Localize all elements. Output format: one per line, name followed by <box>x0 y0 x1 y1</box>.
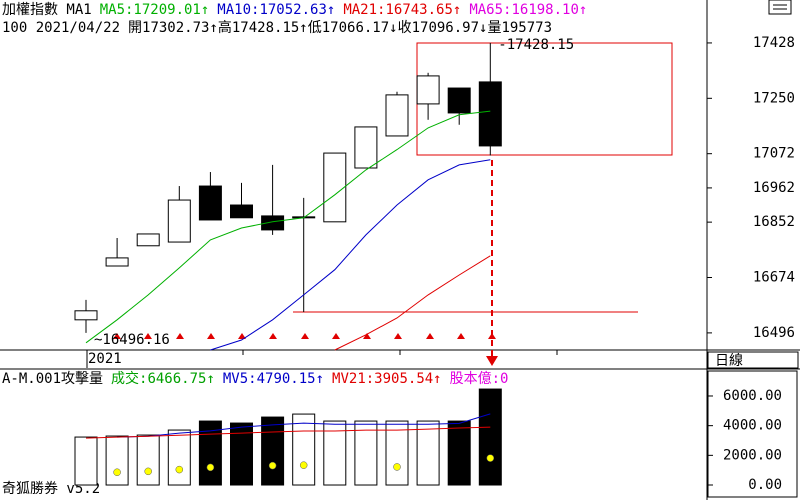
triangle <box>113 333 121 339</box>
candle-body <box>354 126 378 169</box>
indicator-dot <box>486 454 495 462</box>
volume-bar <box>74 436 98 486</box>
volume-axis-box <box>707 370 798 498</box>
quote-info: 100 2021/04/22 開17302.73↑高17428.15↑低17066… <box>2 19 552 36</box>
quote-field: 100 2021/04/22 <box>2 20 120 36</box>
y-tick-label: 16962 <box>753 180 795 196</box>
volume-bar <box>198 420 222 486</box>
candle-body <box>230 204 253 219</box>
triangle <box>238 333 246 339</box>
triangle <box>426 333 434 339</box>
quote-field: 量195773 <box>487 20 552 36</box>
y-tick-label: 17072 <box>753 146 795 162</box>
candle-body <box>74 310 98 321</box>
candle-body <box>261 215 285 231</box>
y-tick-label: 4000.00 <box>723 418 782 434</box>
indicator-dot <box>299 461 308 469</box>
indicator-dot <box>175 465 184 474</box>
signal-triangles <box>113 333 496 339</box>
legend-entry: MV5:4790.15↑ <box>223 371 324 387</box>
candle-body <box>447 87 471 114</box>
triangle <box>207 333 215 339</box>
quote-field: 低17066.17↓ <box>308 20 398 36</box>
legend-entry: MA10:17052.63↑ <box>217 2 335 18</box>
triangle <box>176 333 184 339</box>
volume-bar <box>105 435 129 486</box>
chart-title: A-M.001攻擊量 <box>2 370 103 387</box>
quote-field: 開17302.73↑ <box>128 20 218 36</box>
volume-bar <box>292 413 316 486</box>
legend-entry: 股本億:0 <box>450 371 509 387</box>
volume-bar <box>385 420 409 486</box>
indicator-dot <box>393 463 401 471</box>
y-tick-label: 16852 <box>753 214 795 230</box>
volume-bar <box>261 416 285 486</box>
ma-line <box>85 426 491 439</box>
candle-body <box>167 199 191 243</box>
triangle <box>332 333 340 339</box>
candle-body <box>136 233 160 247</box>
triangle <box>363 333 371 339</box>
y-tick-label: 16674 <box>753 270 795 286</box>
legend-entry: MV21:3905.54↑ <box>332 371 442 387</box>
quote-field: 收17096.97↓ <box>398 20 488 36</box>
period-label: 日線 <box>715 353 743 369</box>
low-label: ~16496.16 <box>94 332 170 348</box>
header: A-M.001攻擊量 成交:6466.75↑ MV5:4790.15↑ MV21:39… <box>2 370 508 387</box>
quote-field: 高17428.15↑ <box>218 19 308 36</box>
candle-body <box>323 152 347 223</box>
volume-bar <box>167 429 191 486</box>
volume-bar <box>416 420 440 486</box>
ma-line <box>85 110 491 344</box>
period-box[interactable] <box>707 351 799 369</box>
x-tick-label: 2021 <box>88 351 122 367</box>
indicator-dot <box>268 461 277 470</box>
candle-body <box>478 81 502 147</box>
triangle <box>457 333 465 339</box>
volume-bar <box>323 420 347 486</box>
candle-body <box>198 185 222 221</box>
high-label: -17428.15 <box>498 37 574 53</box>
signal-arrow <box>486 356 498 366</box>
window-icon[interactable] <box>768 0 792 15</box>
header: 加權指數 MA1 MA5:17209.01↑ MA10:17052.63↑ MA21:… <box>2 2 587 18</box>
y-tick-label: 0.00 <box>748 477 782 493</box>
triangle <box>301 333 309 339</box>
volume-bar <box>447 420 471 486</box>
y-tick-label: 2000.00 <box>723 447 782 463</box>
y-tick-label: 16496 <box>753 325 795 341</box>
legend-entry: MA21:16743.65↑ <box>343 2 461 18</box>
volume-bar <box>354 420 378 486</box>
triangle <box>488 333 496 339</box>
indicator-dot <box>206 463 215 472</box>
indicator-dot <box>113 468 121 476</box>
triangle <box>269 333 277 339</box>
indicator-dot <box>144 467 152 476</box>
legend-entry: MA5:17209.01↑ <box>100 2 210 18</box>
candle-body <box>105 257 129 267</box>
triangle <box>394 333 402 339</box>
y-tick-label: 17250 <box>753 90 795 106</box>
ma-line <box>117 413 491 438</box>
ma-line <box>210 159 491 351</box>
candle-body <box>416 75 440 105</box>
legend-entry: 成交:6466.75↑ <box>111 370 215 387</box>
volume-bar <box>478 388 502 486</box>
candle-body <box>385 94 409 137</box>
ma-line <box>334 255 491 351</box>
legend-entry: MA65:16198.10↑ <box>469 2 587 18</box>
y-tick-label: 17428 <box>753 35 795 51</box>
chart-title: 加權指數 MA1 <box>2 2 92 18</box>
volume-bar <box>136 434 160 486</box>
y-tick-label: 6000.00 <box>723 388 782 404</box>
triangle <box>144 333 152 339</box>
volume-bar <box>230 422 253 486</box>
